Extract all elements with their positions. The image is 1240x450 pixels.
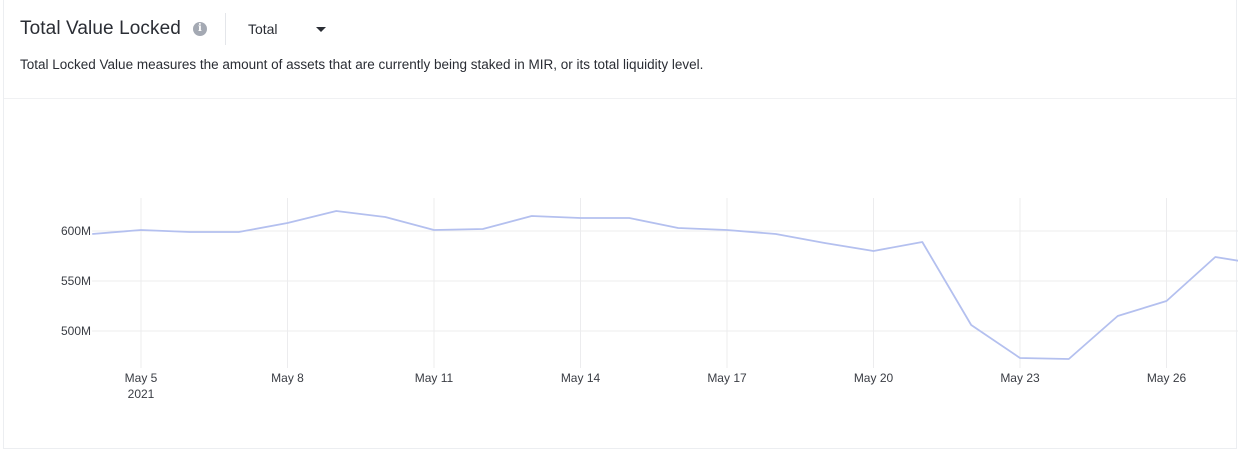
caret-down-icon (315, 26, 326, 32)
card-header: Total Value Locked i Total (20, 13, 326, 45)
y-tick-label: 550M (61, 274, 91, 288)
x-tick-label: May 14 (561, 371, 601, 385)
tvl-card: Total Value Locked i Total Total Locked … (3, 0, 1237, 449)
x-tick-label: May 11 (415, 371, 454, 385)
x-tick-label: May 8 (271, 371, 304, 385)
x-tick-label: May 17 (707, 371, 747, 385)
y-tick-label: 600M (61, 224, 91, 238)
info-icon[interactable]: i (192, 22, 207, 36)
x-tick-sublabel: 2021 (128, 387, 155, 401)
card-title: Total Value Locked (20, 18, 181, 39)
metric-select-value: Total (247, 21, 278, 37)
x-tick-label: May 20 (854, 371, 894, 385)
header-divider (224, 13, 226, 45)
series-line (92, 210, 1238, 360)
metric-select[interactable]: Total (248, 21, 326, 37)
y-tick-label: 500M (61, 324, 91, 338)
x-tick-label: May 5 (125, 371, 158, 385)
x-tick-label: May 23 (1000, 371, 1040, 385)
x-tick-label: May 26 (1147, 371, 1187, 385)
card-description: Total Locked Value measures the amount o… (20, 57, 704, 72)
header-separator (4, 98, 1236, 99)
